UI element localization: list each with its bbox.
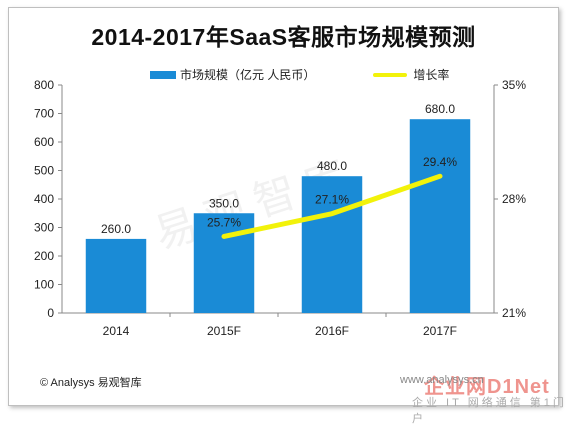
legend-bar-label: 市场规模（亿元 人民币）	[180, 68, 316, 82]
bar	[85, 238, 147, 313]
bar-value-label: 260.0	[101, 222, 131, 236]
legend-line-label: 增长率	[413, 68, 450, 82]
bar-value-label: 480.0	[317, 159, 347, 173]
y-tick-label: 200	[34, 249, 54, 263]
y-tick-label: 300	[34, 221, 54, 235]
chart-title: 2014-2017年SaaS客服市场规模预测	[91, 24, 476, 50]
y-tick-label: 800	[34, 78, 54, 92]
growth-rate-line	[221, 173, 443, 239]
source-url: www.analysys.cn	[400, 374, 484, 386]
brand-watermark: 企业网D1Net	[424, 376, 550, 398]
x-tick-label: 2015F	[207, 324, 241, 338]
bar-value-label: 350.0	[209, 196, 239, 210]
bar	[301, 176, 363, 313]
x-tick-label: 2017F	[423, 324, 457, 338]
x-tick-label: 2016F	[315, 324, 349, 338]
legend-bar-swatch	[150, 70, 176, 79]
y-tick-label: 100	[34, 278, 54, 292]
y-tick-label: 400	[34, 192, 54, 206]
bar	[409, 119, 471, 313]
line-value-label: 25.7%	[207, 215, 241, 229]
y-tick-label: 600	[34, 135, 54, 149]
y2-tick-label: 35%	[502, 78, 526, 92]
bar-value-label: 680.0	[425, 102, 455, 116]
legend-line-swatch	[373, 72, 408, 77]
line-value-label: 29.4%	[423, 155, 457, 169]
brand-subtitle: 企业 IT 网络通信 第1门户	[412, 397, 567, 425]
y2-tick-label: 21%	[502, 306, 526, 320]
line-value-label: 27.1%	[315, 193, 349, 207]
y2-tick-label: 28%	[502, 192, 526, 206]
copyright-text: © Analysys 易观智库	[40, 377, 142, 389]
x-tick-label: 2014	[103, 324, 130, 338]
y-tick-label: 0	[47, 306, 54, 320]
y-tick-label: 500	[34, 164, 54, 178]
chart-plot: 0 100 200 300 400 500 600 700 800 21% 28% 35% 2014 20…	[34, 78, 526, 338]
chart-legend: 市场规模（亿元 人民币） 增长率	[150, 66, 449, 83]
y-tick-label: 700	[34, 107, 54, 121]
